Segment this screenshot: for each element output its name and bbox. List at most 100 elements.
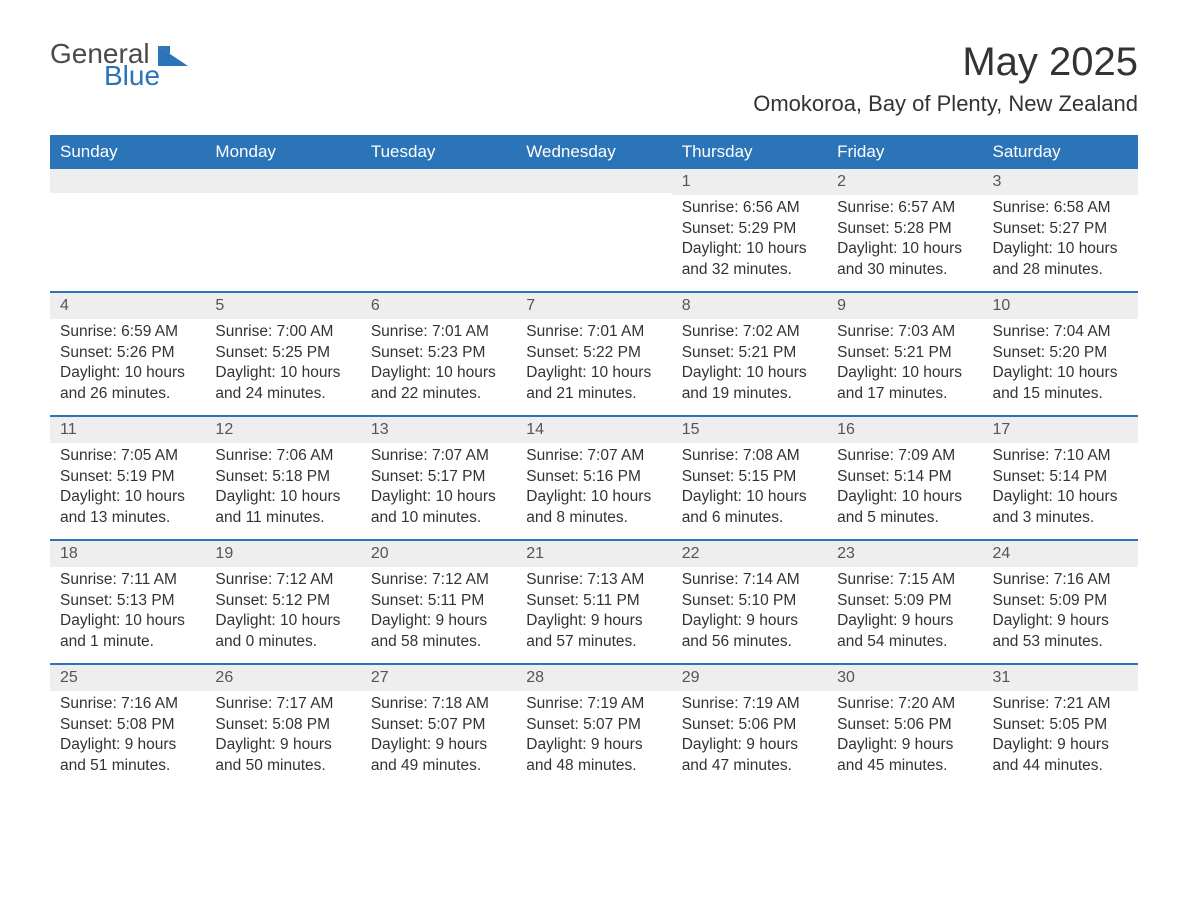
day-number: 22 [672, 541, 827, 567]
day-number: 15 [672, 417, 827, 443]
day-details: Sunrise: 7:16 AMSunset: 5:09 PMDaylight:… [983, 567, 1138, 660]
sunrise-text: Sunrise: 7:05 AM [60, 446, 195, 467]
daylight-text-line1: Daylight: 9 hours [60, 735, 195, 756]
daylight-text-line1: Daylight: 10 hours [993, 363, 1128, 384]
day-number: 23 [827, 541, 982, 567]
daylight-text-line2: and 47 minutes. [682, 756, 817, 777]
daylight-text-line1: Daylight: 10 hours [526, 363, 661, 384]
calendar-cell: 19Sunrise: 7:12 AMSunset: 5:12 PMDayligh… [205, 541, 360, 663]
daylight-text-line2: and 13 minutes. [60, 508, 195, 529]
day-header-sunday: Sunday [50, 135, 205, 169]
day-details: Sunrise: 7:18 AMSunset: 5:07 PMDaylight:… [361, 691, 516, 784]
week-row: 11Sunrise: 7:05 AMSunset: 5:19 PMDayligh… [50, 415, 1138, 539]
empty-day-header [361, 169, 516, 193]
sunrise-text: Sunrise: 7:11 AM [60, 570, 195, 591]
day-details: Sunrise: 7:07 AMSunset: 5:16 PMDaylight:… [516, 443, 671, 536]
daylight-text-line1: Daylight: 10 hours [215, 487, 350, 508]
page-header: General Blue May 2025 Omokoroa, Bay of P… [50, 40, 1138, 117]
calendar-cell: 12Sunrise: 7:06 AMSunset: 5:18 PMDayligh… [205, 417, 360, 539]
daylight-text-line2: and 24 minutes. [215, 384, 350, 405]
calendar-cell: 23Sunrise: 7:15 AMSunset: 5:09 PMDayligh… [827, 541, 982, 663]
day-number: 13 [361, 417, 516, 443]
sunset-text: Sunset: 5:18 PM [215, 467, 350, 488]
daylight-text-line1: Daylight: 9 hours [526, 611, 661, 632]
sunset-text: Sunset: 5:16 PM [526, 467, 661, 488]
sunset-text: Sunset: 5:13 PM [60, 591, 195, 612]
calendar-cell: 2Sunrise: 6:57 AMSunset: 5:28 PMDaylight… [827, 169, 982, 291]
daylight-text-line2: and 19 minutes. [682, 384, 817, 405]
empty-day-header [50, 169, 205, 193]
location-subtitle: Omokoroa, Bay of Plenty, New Zealand [753, 91, 1138, 117]
sunset-text: Sunset: 5:26 PM [60, 343, 195, 364]
sunrise-text: Sunrise: 7:12 AM [215, 570, 350, 591]
day-details: Sunrise: 7:01 AMSunset: 5:22 PMDaylight:… [516, 319, 671, 412]
daylight-text-line1: Daylight: 9 hours [215, 735, 350, 756]
calendar-cell: 29Sunrise: 7:19 AMSunset: 5:06 PMDayligh… [672, 665, 827, 787]
calendar-cell: 6Sunrise: 7:01 AMSunset: 5:23 PMDaylight… [361, 293, 516, 415]
daylight-text-line1: Daylight: 9 hours [371, 735, 506, 756]
calendar-cell: 28Sunrise: 7:19 AMSunset: 5:07 PMDayligh… [516, 665, 671, 787]
sunset-text: Sunset: 5:09 PM [993, 591, 1128, 612]
day-details: Sunrise: 7:20 AMSunset: 5:06 PMDaylight:… [827, 691, 982, 784]
day-header-monday: Monday [205, 135, 360, 169]
daylight-text-line1: Daylight: 10 hours [526, 487, 661, 508]
week-row: 1Sunrise: 6:56 AMSunset: 5:29 PMDaylight… [50, 169, 1138, 291]
daylight-text-line1: Daylight: 10 hours [60, 363, 195, 384]
day-details: Sunrise: 6:56 AMSunset: 5:29 PMDaylight:… [672, 195, 827, 288]
sunrise-text: Sunrise: 7:15 AM [837, 570, 972, 591]
calendar-cell: 25Sunrise: 7:16 AMSunset: 5:08 PMDayligh… [50, 665, 205, 787]
daylight-text-line1: Daylight: 10 hours [60, 487, 195, 508]
daylight-text-line1: Daylight: 10 hours [682, 363, 817, 384]
day-number: 1 [672, 169, 827, 195]
calendar-cell [516, 169, 671, 291]
daylight-text-line1: Daylight: 9 hours [837, 611, 972, 632]
sunset-text: Sunset: 5:08 PM [215, 715, 350, 736]
daylight-text-line2: and 1 minute. [60, 632, 195, 653]
daylight-text-line2: and 57 minutes. [526, 632, 661, 653]
daylight-text-line2: and 28 minutes. [993, 260, 1128, 281]
daylight-text-line1: Daylight: 10 hours [60, 611, 195, 632]
calendar-cell: 31Sunrise: 7:21 AMSunset: 5:05 PMDayligh… [983, 665, 1138, 787]
day-details: Sunrise: 7:01 AMSunset: 5:23 PMDaylight:… [361, 319, 516, 412]
daylight-text-line1: Daylight: 9 hours [993, 611, 1128, 632]
brand-logo: General Blue [50, 40, 192, 90]
daylight-text-line1: Daylight: 10 hours [215, 363, 350, 384]
day-details: Sunrise: 7:14 AMSunset: 5:10 PMDaylight:… [672, 567, 827, 660]
calendar-cell: 10Sunrise: 7:04 AMSunset: 5:20 PMDayligh… [983, 293, 1138, 415]
sunset-text: Sunset: 5:06 PM [837, 715, 972, 736]
calendar-cell: 3Sunrise: 6:58 AMSunset: 5:27 PMDaylight… [983, 169, 1138, 291]
sunrise-text: Sunrise: 7:02 AM [682, 322, 817, 343]
sunset-text: Sunset: 5:08 PM [60, 715, 195, 736]
calendar-cell [361, 169, 516, 291]
calendar-cell: 4Sunrise: 6:59 AMSunset: 5:26 PMDaylight… [50, 293, 205, 415]
week-row: 25Sunrise: 7:16 AMSunset: 5:08 PMDayligh… [50, 663, 1138, 787]
sunset-text: Sunset: 5:27 PM [993, 219, 1128, 240]
sunrise-text: Sunrise: 6:57 AM [837, 198, 972, 219]
sunrise-text: Sunrise: 7:19 AM [682, 694, 817, 715]
sunset-text: Sunset: 5:22 PM [526, 343, 661, 364]
sunset-text: Sunset: 5:06 PM [682, 715, 817, 736]
calendar-cell: 9Sunrise: 7:03 AMSunset: 5:21 PMDaylight… [827, 293, 982, 415]
day-number: 25 [50, 665, 205, 691]
day-number: 11 [50, 417, 205, 443]
calendar-cell: 17Sunrise: 7:10 AMSunset: 5:14 PMDayligh… [983, 417, 1138, 539]
sunset-text: Sunset: 5:28 PM [837, 219, 972, 240]
sunset-text: Sunset: 5:12 PM [215, 591, 350, 612]
day-number: 16 [827, 417, 982, 443]
daylight-text-line2: and 48 minutes. [526, 756, 661, 777]
sunset-text: Sunset: 5:05 PM [993, 715, 1128, 736]
calendar-cell: 14Sunrise: 7:07 AMSunset: 5:16 PMDayligh… [516, 417, 671, 539]
sunset-text: Sunset: 5:11 PM [526, 591, 661, 612]
sunset-text: Sunset: 5:07 PM [526, 715, 661, 736]
sunset-text: Sunset: 5:10 PM [682, 591, 817, 612]
sunset-text: Sunset: 5:21 PM [682, 343, 817, 364]
daylight-text-line1: Daylight: 10 hours [993, 239, 1128, 260]
brand-name-part2: Blue [104, 62, 160, 90]
calendar-cell: 27Sunrise: 7:18 AMSunset: 5:07 PMDayligh… [361, 665, 516, 787]
calendar-cell: 8Sunrise: 7:02 AMSunset: 5:21 PMDaylight… [672, 293, 827, 415]
sunset-text: Sunset: 5:19 PM [60, 467, 195, 488]
day-details: Sunrise: 7:02 AMSunset: 5:21 PMDaylight:… [672, 319, 827, 412]
day-number: 8 [672, 293, 827, 319]
day-number: 18 [50, 541, 205, 567]
sunset-text: Sunset: 5:11 PM [371, 591, 506, 612]
